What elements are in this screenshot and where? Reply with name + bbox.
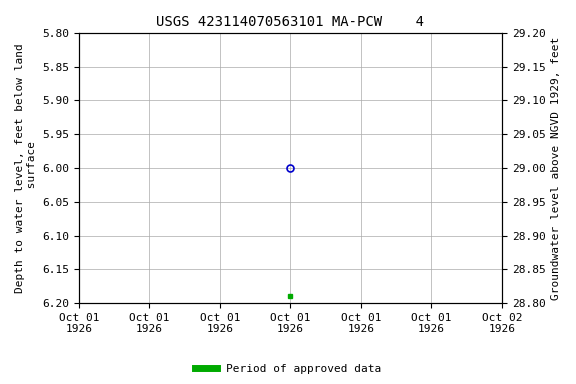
Y-axis label: Groundwater level above NGVD 1929, feet: Groundwater level above NGVD 1929, feet	[551, 36, 561, 300]
Legend: Period of approved data: Period of approved data	[191, 359, 385, 379]
Title: USGS 423114070563101 MA-PCW    4: USGS 423114070563101 MA-PCW 4	[157, 15, 425, 29]
Y-axis label: Depth to water level, feet below land
 surface: Depth to water level, feet below land su…	[15, 43, 37, 293]
